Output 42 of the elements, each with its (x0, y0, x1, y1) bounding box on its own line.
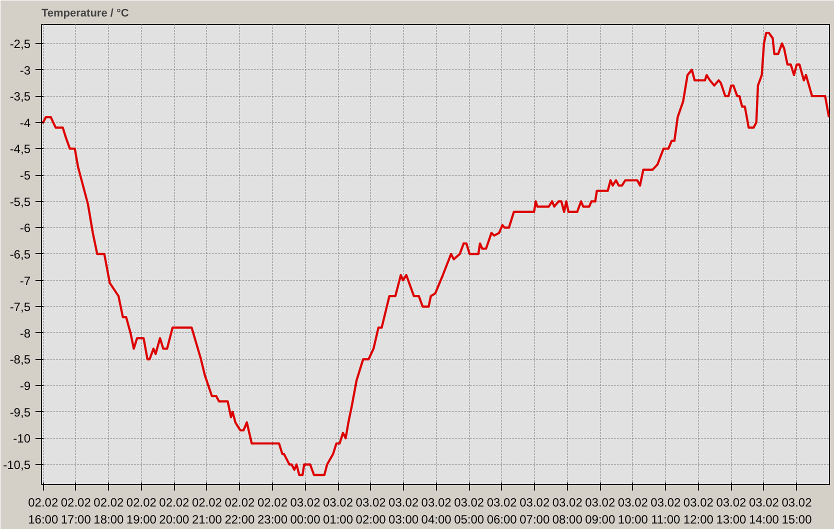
y-tick-label: -3 (20, 63, 31, 78)
y-tick-label: -10 (13, 432, 31, 446)
chart-title: Temperature / °C (42, 8, 129, 20)
x-tick-label: 03.02 00:00 (290, 496, 321, 526)
y-tick-label: -9,5 (10, 405, 31, 420)
x-tick-label: 02.02 22:00 (224, 496, 256, 526)
x-tick-label: 03.02 14:00 (748, 496, 780, 526)
x-tick-label: 02.02 23:00 (257, 496, 288, 526)
y-tick-label: -8,5 (10, 352, 31, 367)
x-tick-label: 03.02 06:00 (486, 496, 518, 526)
y-tick-label: -3,5 (10, 90, 31, 104)
y-tick-label: -10,5 (3, 458, 31, 472)
y-tick-label: -7,5 (10, 300, 31, 314)
x-tick-label: 02.02 17:00 (60, 496, 92, 526)
x-tick-label: 03.02 08:00 (552, 496, 583, 526)
y-tick-label: -7 (20, 274, 31, 288)
x-tick-label: 03.02 05:00 (454, 496, 484, 526)
x-tick-label: 02.02 16:00 (28, 496, 58, 526)
y-tick-label: -5,5 (10, 194, 31, 209)
x-tick-label: 03.02 13:00 (716, 496, 747, 526)
y-tick-label: -2,5 (10, 36, 31, 51)
x-tick-label: 03.02 01:00 (323, 496, 354, 526)
y-tick-label: -4,5 (10, 142, 31, 156)
x-tick-label: 02.02 21:00 (192, 496, 222, 526)
y-tick-label: -9 (20, 379, 31, 394)
x-tick-label: 03.02 02:00 (356, 496, 386, 526)
x-tick-label: 02.02 18:00 (94, 496, 124, 526)
x-tick-label: 02.02 20:00 (159, 496, 190, 526)
x-tick-label: 03.02 07:00 (520, 496, 550, 526)
x-tick-label: 03.02 04:00 (421, 496, 452, 526)
x-tick-label: 02.02 19:00 (126, 496, 157, 526)
y-tick-label: -6,5 (10, 247, 31, 262)
x-tick-label: 03.02 15:00 (782, 496, 812, 526)
y-tick-label: -8 (20, 326, 31, 340)
x-tick-label: 03.02 09:00 (585, 496, 616, 526)
y-tick-label: -5 (20, 168, 31, 183)
y-tick-label: -6 (20, 221, 31, 236)
y-tick-label: -4 (20, 116, 31, 130)
x-tick-label: 03.02 03:00 (388, 496, 419, 526)
x-tick-label: 03.02 12:00 (683, 496, 714, 526)
x-tick-label: 03.02 10:00 (618, 496, 648, 526)
x-tick-label: 03.02 11:00 (650, 496, 682, 526)
